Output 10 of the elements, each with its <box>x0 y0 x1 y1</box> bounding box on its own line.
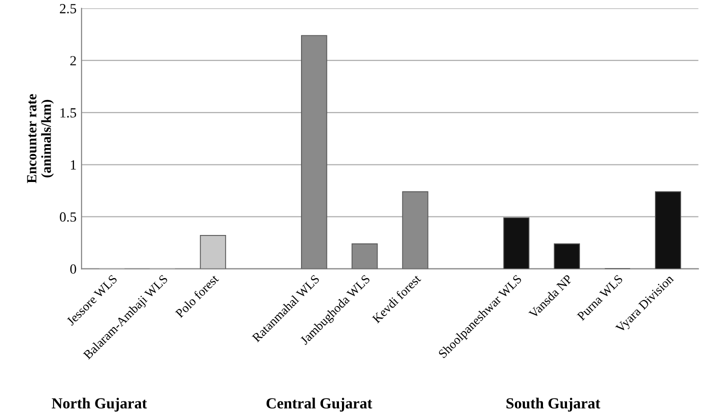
y-tick-label: 2.5 <box>60 4 76 14</box>
y-tick-label: 1 <box>70 160 76 170</box>
y-tick-label: 1.5 <box>60 108 76 118</box>
y-tick-label: 2 <box>70 56 76 66</box>
text: Central Gujarat <box>266 398 372 412</box>
text: North Gujarat <box>52 398 147 412</box>
text: South Gujarat <box>506 398 600 412</box>
y-tick-label: 0.5 <box>60 212 76 222</box>
y-tick-label: 0 <box>70 264 76 274</box>
y-axis-title: Encounter rate (animals/km) <box>27 94 54 184</box>
